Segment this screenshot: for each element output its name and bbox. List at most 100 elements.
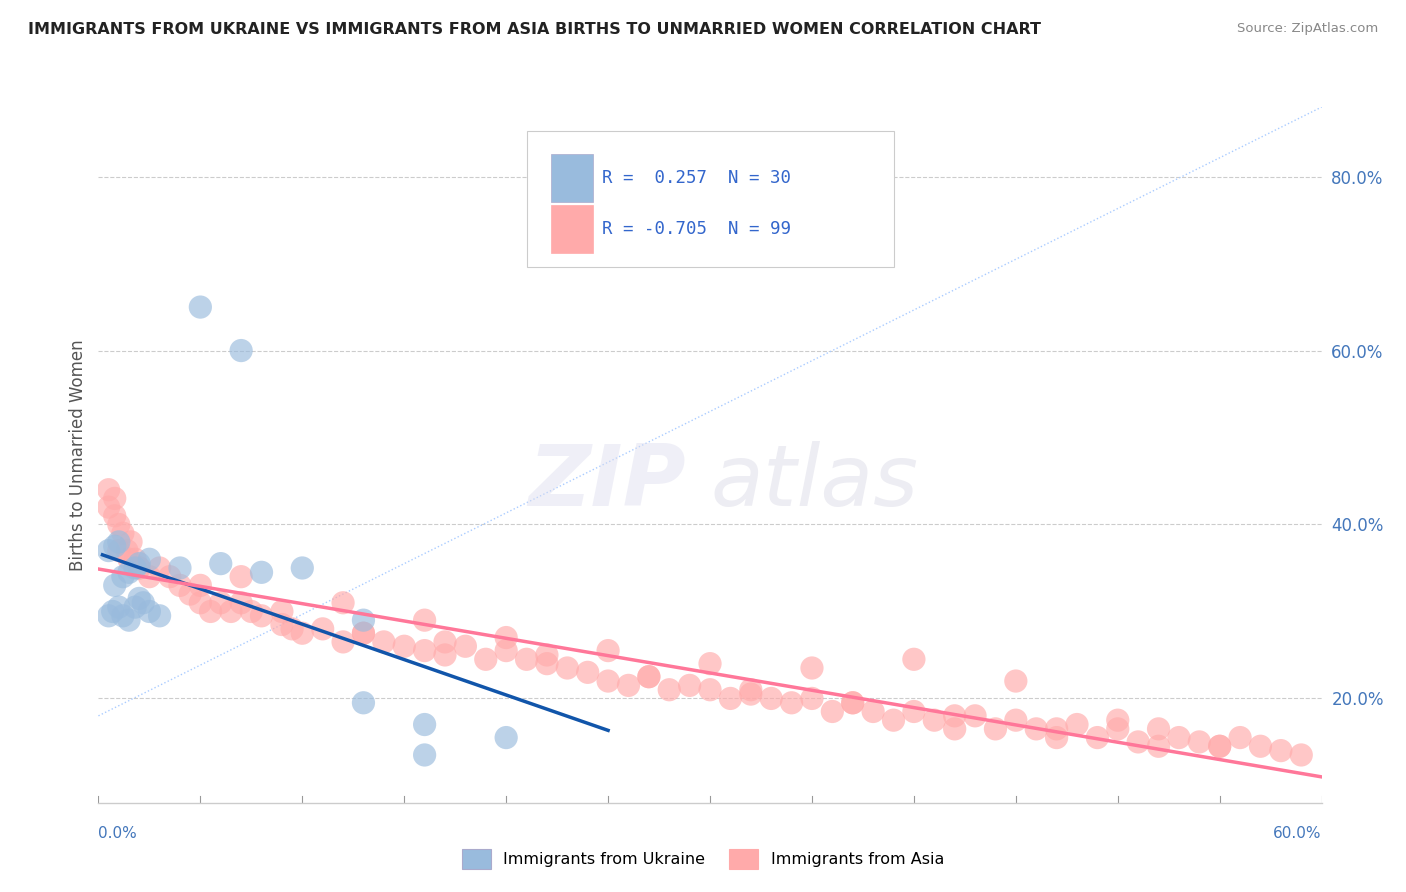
Point	[250, 608, 273, 623]
Point	[1147, 722, 1170, 736]
Point	[1004, 713, 1026, 727]
Point	[188, 300, 212, 314]
Point	[118, 613, 141, 627]
Point	[118, 552, 141, 566]
Point	[638, 670, 661, 684]
Point	[699, 682, 721, 697]
Point	[209, 557, 232, 571]
Point	[536, 648, 558, 662]
Point	[821, 705, 844, 719]
Point	[1045, 722, 1069, 736]
FancyBboxPatch shape	[551, 154, 592, 202]
Point	[111, 526, 134, 541]
Point	[413, 613, 436, 627]
Point	[1209, 739, 1232, 754]
Point	[801, 661, 824, 675]
Point	[413, 717, 436, 731]
Point	[984, 722, 1007, 736]
Point	[209, 596, 232, 610]
Point	[576, 665, 599, 680]
Point	[598, 643, 620, 657]
Point	[780, 696, 803, 710]
Point	[104, 491, 127, 506]
Point	[862, 705, 884, 719]
Point	[124, 552, 146, 566]
FancyBboxPatch shape	[551, 205, 592, 253]
Point	[965, 708, 987, 723]
Point	[138, 552, 160, 566]
Point	[104, 578, 127, 592]
Point	[128, 561, 150, 575]
Point	[434, 635, 457, 649]
Point	[516, 652, 538, 666]
Point	[179, 587, 201, 601]
Point	[352, 626, 374, 640]
Point	[1107, 722, 1129, 736]
Point	[536, 657, 558, 671]
Point	[291, 626, 314, 640]
Point	[352, 613, 374, 627]
Point	[291, 561, 314, 575]
Point	[883, 713, 905, 727]
Text: R =  0.257  N = 30: R = 0.257 N = 30	[602, 169, 792, 187]
Point	[111, 608, 134, 623]
Point	[149, 608, 172, 623]
Point	[373, 635, 395, 649]
Text: 60.0%: 60.0%	[1274, 827, 1322, 841]
Point	[188, 596, 212, 610]
Point	[474, 652, 498, 666]
Point	[598, 674, 620, 689]
Point	[1004, 674, 1026, 689]
Point	[617, 678, 640, 692]
Point	[200, 605, 222, 619]
Point	[128, 557, 150, 571]
Point	[761, 691, 783, 706]
Point	[1045, 731, 1069, 745]
Point	[132, 596, 155, 610]
Point	[281, 622, 304, 636]
Text: Source: ZipAtlas.com: Source: ZipAtlas.com	[1237, 22, 1378, 36]
Point	[138, 605, 160, 619]
Point	[1270, 744, 1292, 758]
Point	[270, 605, 294, 619]
Point	[699, 657, 721, 671]
Point	[392, 639, 416, 653]
Point	[943, 708, 966, 723]
Point	[169, 561, 191, 575]
Point	[903, 705, 925, 719]
Point	[1066, 717, 1088, 731]
Text: 0.0%: 0.0%	[98, 827, 138, 841]
Point	[124, 600, 146, 615]
Point	[270, 617, 294, 632]
Point	[413, 643, 436, 657]
Point	[97, 543, 120, 558]
Point	[638, 670, 661, 684]
Point	[169, 578, 191, 592]
Point	[841, 696, 863, 710]
Point	[454, 639, 477, 653]
Point	[352, 626, 374, 640]
Point	[240, 605, 263, 619]
Point	[1147, 739, 1170, 754]
Point	[903, 652, 925, 666]
Point	[413, 747, 436, 762]
Point	[108, 543, 131, 558]
Point	[101, 605, 124, 619]
Text: IMMIGRANTS FROM UKRAINE VS IMMIGRANTS FROM ASIA BIRTHS TO UNMARRIED WOMEN CORREL: IMMIGRANTS FROM UKRAINE VS IMMIGRANTS FR…	[28, 22, 1040, 37]
Point	[1291, 747, 1313, 762]
Point	[720, 691, 742, 706]
Point	[188, 578, 212, 592]
Point	[495, 643, 517, 657]
Text: R = -0.705  N = 99: R = -0.705 N = 99	[602, 219, 792, 238]
Point	[159, 570, 181, 584]
Point	[97, 608, 120, 623]
Point	[1085, 731, 1108, 745]
Point	[149, 561, 172, 575]
Point	[740, 682, 762, 697]
Point	[1209, 739, 1232, 754]
Point	[658, 682, 681, 697]
Point	[1167, 731, 1189, 745]
Point	[434, 648, 457, 662]
Point	[352, 696, 374, 710]
Point	[219, 605, 242, 619]
